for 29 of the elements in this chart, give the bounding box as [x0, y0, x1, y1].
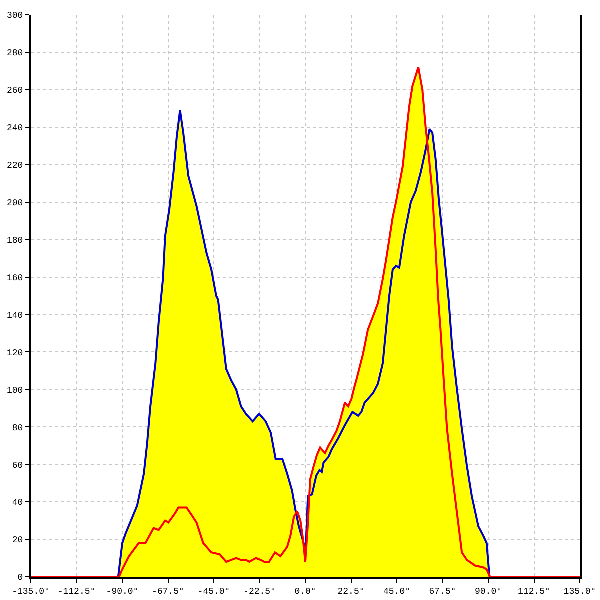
x-tick-label: 90.0°: [474, 586, 502, 597]
y-tick-label: 220: [6, 161, 24, 172]
y-tick-label: 20: [12, 536, 24, 546]
x-tick-label: 135.0°: [564, 586, 596, 597]
x-tick-label: -112.5°: [58, 586, 96, 597]
x-tick-label: 22.5°: [338, 586, 365, 597]
y-tick-label: 140: [6, 310, 24, 321]
x-tick-label: 112.5°: [518, 586, 550, 597]
x-tick-label: -45.0°: [198, 586, 230, 597]
x-tick-label: -135.0°: [12, 586, 50, 597]
x-tick-label: -67.5°: [152, 586, 184, 597]
y-tick-label: 40: [12, 498, 24, 508]
x-tick-label: -22.5°: [244, 586, 276, 597]
x-tick-label: -90.0°: [106, 586, 139, 597]
y-tick-label: 300: [6, 11, 24, 22]
y-tick-label: 200: [6, 198, 24, 208]
x-tick-label: 0.0°: [294, 586, 316, 597]
y-tick-label: 280: [6, 48, 24, 59]
y-tick-label: 260: [6, 86, 24, 96]
y-tick-label: 100: [6, 386, 24, 396]
y-tick-label: 80: [12, 423, 24, 434]
x-tick-label: 67.5°: [429, 586, 456, 597]
y-tick-label: 240: [6, 124, 24, 134]
y-tick-label: 160: [6, 273, 24, 284]
y-tick-label: 180: [6, 236, 24, 246]
y-tick-label: 120: [6, 348, 24, 358]
y-tick-label: 60: [12, 460, 24, 471]
y-tick-label: 0: [18, 573, 24, 584]
x-tick-label: 45.0°: [383, 586, 411, 597]
